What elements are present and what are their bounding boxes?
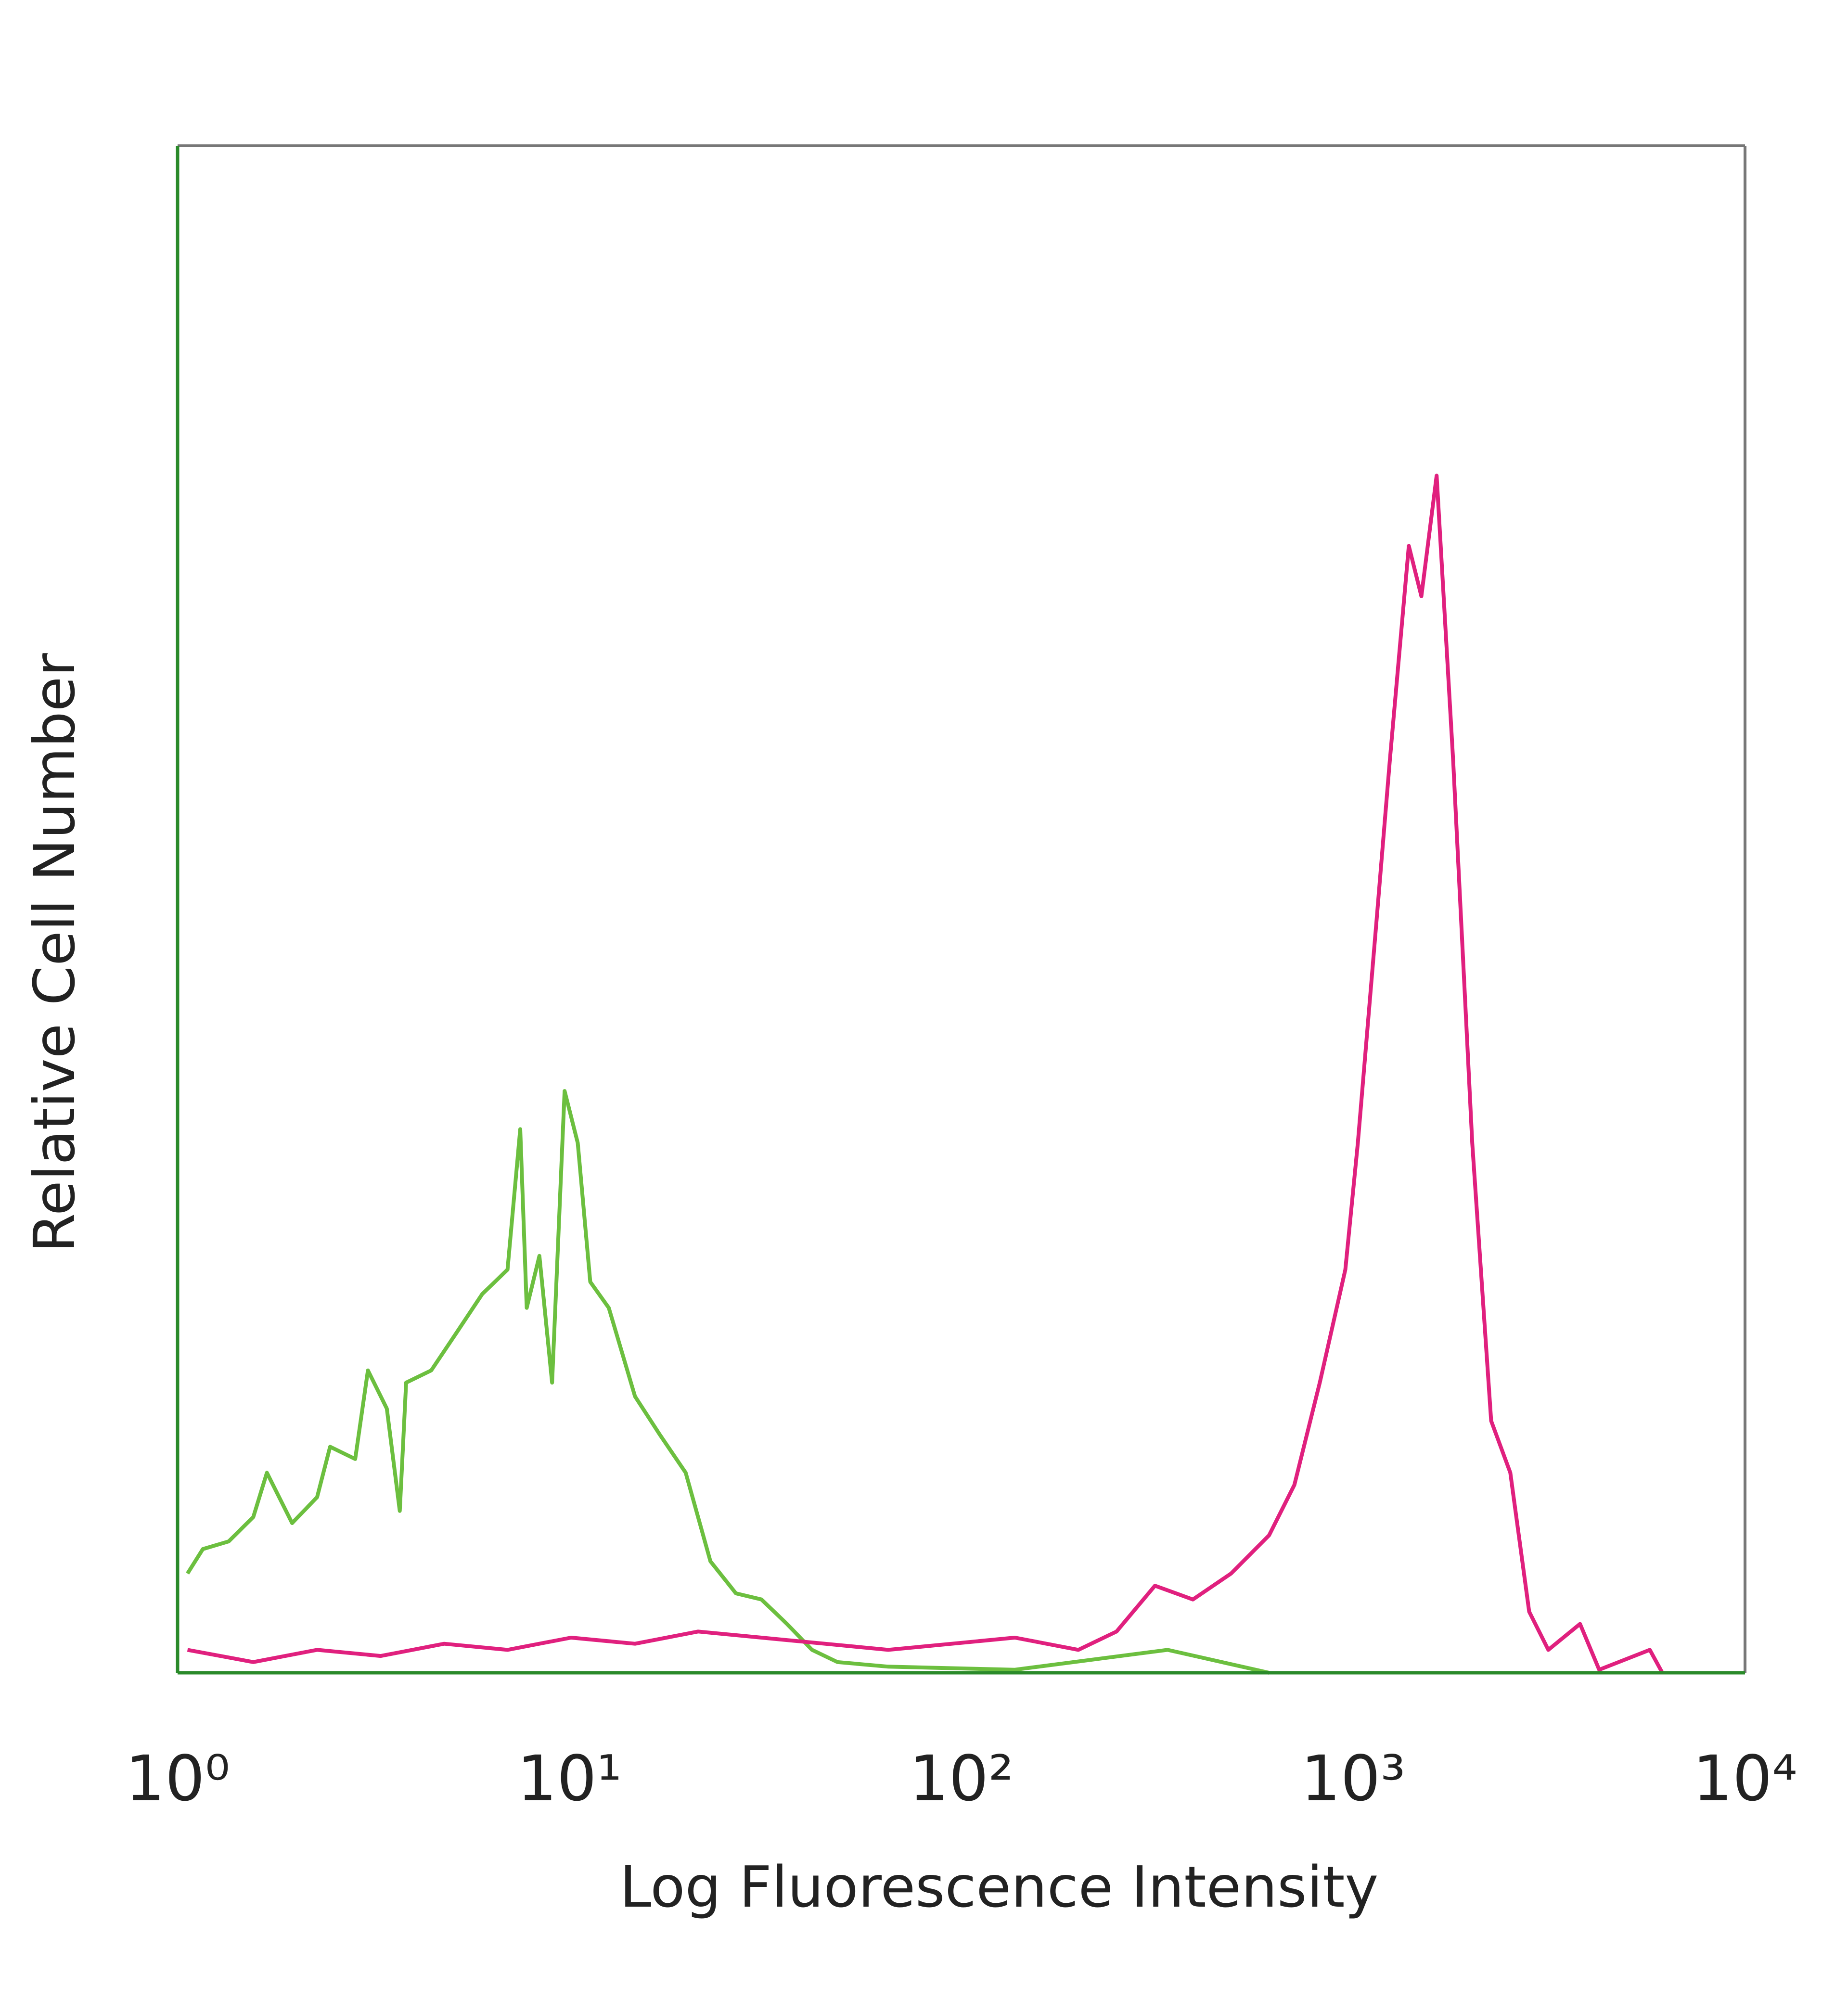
x-axis-label: Log Fluorescence Intensity [620, 1854, 1379, 1920]
x-tick-label: 10⁴ [1693, 1742, 1797, 1815]
y-axis-label: Relative Cell Number [21, 653, 88, 1253]
x-tick-label: 10⁰ [125, 1742, 230, 1815]
x-tick-label: 10² [909, 1742, 1014, 1815]
histogram-line [186, 1089, 1270, 1675]
x-tick-label: 10³ [1301, 1742, 1406, 1815]
x-tick-label: 10¹ [517, 1742, 622, 1815]
histogram-line [187, 474, 1664, 1674]
